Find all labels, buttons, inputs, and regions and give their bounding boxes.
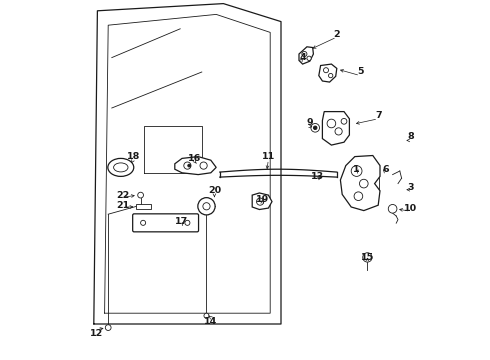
Circle shape xyxy=(203,203,210,210)
Circle shape xyxy=(327,119,336,128)
Text: 22: 22 xyxy=(117,191,130,199)
Circle shape xyxy=(198,198,215,215)
Polygon shape xyxy=(175,157,216,175)
Polygon shape xyxy=(299,47,314,64)
Circle shape xyxy=(138,192,144,198)
Text: 14: 14 xyxy=(204,317,218,325)
Circle shape xyxy=(314,126,317,130)
Polygon shape xyxy=(322,112,349,145)
Ellipse shape xyxy=(108,158,134,176)
Circle shape xyxy=(302,51,307,57)
Circle shape xyxy=(341,118,347,124)
Circle shape xyxy=(184,162,191,169)
Circle shape xyxy=(200,162,207,169)
Polygon shape xyxy=(252,193,272,210)
Text: 16: 16 xyxy=(188,154,201,163)
Text: 18: 18 xyxy=(127,152,140,161)
Circle shape xyxy=(360,179,368,188)
Polygon shape xyxy=(341,156,380,211)
Text: 5: 5 xyxy=(357,68,364,77)
Circle shape xyxy=(351,166,362,176)
Text: 2: 2 xyxy=(334,30,340,39)
Circle shape xyxy=(354,192,363,201)
Polygon shape xyxy=(319,64,337,82)
Circle shape xyxy=(328,73,333,78)
Polygon shape xyxy=(136,204,151,209)
Circle shape xyxy=(388,204,397,213)
Text: 7: 7 xyxy=(375,111,382,120)
Text: 1: 1 xyxy=(353,165,360,174)
Circle shape xyxy=(323,68,328,73)
Circle shape xyxy=(363,253,372,262)
Text: 21: 21 xyxy=(117,201,130,210)
Text: 12: 12 xyxy=(90,328,103,338)
Text: 15: 15 xyxy=(361,253,374,262)
Text: 11: 11 xyxy=(262,152,275,161)
Circle shape xyxy=(188,164,191,167)
Text: 4: 4 xyxy=(299,53,306,62)
Circle shape xyxy=(307,56,311,60)
Text: 6: 6 xyxy=(382,165,389,174)
Circle shape xyxy=(311,123,319,132)
Text: 3: 3 xyxy=(407,183,414,192)
Text: 17: 17 xyxy=(175,217,189,226)
FancyBboxPatch shape xyxy=(133,214,198,232)
Circle shape xyxy=(204,313,209,318)
Text: 20: 20 xyxy=(208,186,221,195)
Circle shape xyxy=(141,220,146,225)
Text: 13: 13 xyxy=(311,172,323,181)
Text: 10: 10 xyxy=(404,204,417,213)
Circle shape xyxy=(185,220,190,225)
Circle shape xyxy=(105,325,111,330)
Circle shape xyxy=(335,128,342,135)
Text: 8: 8 xyxy=(407,132,414,141)
Ellipse shape xyxy=(114,163,128,172)
Circle shape xyxy=(257,198,264,205)
Text: 19: 19 xyxy=(256,195,269,204)
Text: 9: 9 xyxy=(306,118,313,127)
